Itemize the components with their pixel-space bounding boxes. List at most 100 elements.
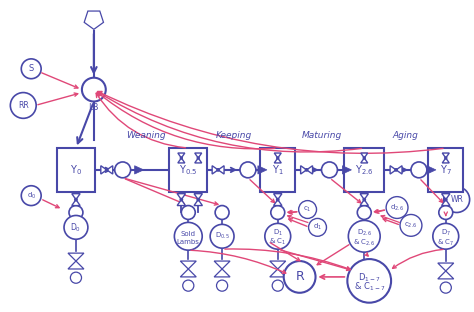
Text: D$_{0.5}$: D$_{0.5}$ — [215, 231, 229, 241]
Circle shape — [115, 162, 131, 178]
Circle shape — [197, 198, 200, 201]
Circle shape — [359, 282, 370, 293]
Text: c$_{2.6}$: c$_{2.6}$ — [404, 221, 418, 230]
Circle shape — [217, 169, 219, 171]
Bar — [260, 148, 295, 192]
Text: Weaning: Weaning — [126, 131, 165, 140]
Polygon shape — [194, 194, 202, 200]
Circle shape — [182, 280, 194, 291]
Circle shape — [215, 206, 229, 219]
Circle shape — [64, 216, 88, 239]
Circle shape — [197, 157, 199, 159]
Polygon shape — [218, 166, 224, 174]
Text: d$_1$: d$_1$ — [313, 222, 322, 232]
Text: d$_{2.6}$: d$_{2.6}$ — [390, 202, 404, 213]
Polygon shape — [84, 11, 103, 29]
Circle shape — [174, 222, 202, 250]
Circle shape — [299, 201, 317, 218]
Text: & C$_{2.6}$: & C$_{2.6}$ — [353, 238, 375, 248]
Polygon shape — [195, 153, 202, 158]
Circle shape — [276, 198, 279, 201]
Circle shape — [400, 214, 422, 236]
Text: Y$_{0.5}$: Y$_{0.5}$ — [179, 163, 198, 177]
Text: RR: RR — [18, 101, 28, 110]
Circle shape — [277, 157, 279, 159]
Circle shape — [21, 186, 41, 206]
Polygon shape — [342, 166, 351, 174]
Polygon shape — [177, 200, 185, 206]
Text: & C$_1$: & C$_1$ — [269, 237, 286, 247]
Polygon shape — [356, 263, 372, 271]
Text: & C$_{1-7}$: & C$_{1-7}$ — [354, 280, 385, 293]
Text: & C$_7$: & C$_7$ — [437, 238, 455, 248]
Text: D$_{1-7}$: D$_{1-7}$ — [358, 272, 381, 284]
Circle shape — [217, 280, 228, 291]
Polygon shape — [270, 261, 286, 269]
Circle shape — [309, 218, 327, 236]
Circle shape — [180, 157, 182, 159]
Text: Y$_0$: Y$_0$ — [70, 163, 82, 177]
Circle shape — [10, 93, 36, 118]
Circle shape — [411, 162, 427, 178]
Circle shape — [305, 169, 308, 171]
Polygon shape — [438, 263, 454, 271]
Text: Keeping: Keeping — [216, 131, 252, 140]
Polygon shape — [361, 153, 368, 158]
Circle shape — [69, 206, 83, 219]
Polygon shape — [427, 166, 436, 174]
Circle shape — [363, 198, 365, 201]
Polygon shape — [135, 166, 144, 174]
Polygon shape — [438, 271, 454, 279]
Circle shape — [357, 206, 371, 219]
Text: Maturing: Maturing — [301, 131, 342, 140]
Text: S: S — [28, 64, 34, 73]
Polygon shape — [107, 166, 113, 174]
Polygon shape — [442, 153, 449, 158]
Polygon shape — [301, 166, 307, 174]
Polygon shape — [442, 194, 450, 200]
Text: D$_0$: D$_0$ — [71, 221, 82, 234]
Text: Lambs: Lambs — [177, 239, 200, 245]
Circle shape — [70, 272, 82, 283]
Polygon shape — [180, 269, 196, 277]
Polygon shape — [356, 271, 372, 279]
Text: Y$_1$: Y$_1$ — [272, 163, 283, 177]
Polygon shape — [72, 200, 80, 206]
Circle shape — [445, 198, 447, 201]
Circle shape — [180, 198, 182, 201]
Text: D$_1$: D$_1$ — [273, 228, 283, 238]
Bar — [428, 148, 463, 192]
Polygon shape — [101, 166, 107, 174]
Text: R: R — [295, 271, 304, 283]
Text: Y$_7$: Y$_7$ — [440, 163, 452, 177]
Circle shape — [284, 261, 316, 293]
Polygon shape — [178, 158, 185, 163]
Polygon shape — [360, 194, 368, 200]
Circle shape — [395, 169, 397, 171]
Text: D$_7$: D$_7$ — [441, 228, 451, 238]
Polygon shape — [68, 261, 84, 269]
Circle shape — [240, 162, 256, 178]
Circle shape — [321, 162, 337, 178]
Text: Sold: Sold — [181, 231, 196, 237]
Text: WR: WR — [450, 195, 463, 204]
Text: d$_0$: d$_0$ — [27, 191, 36, 201]
Bar — [169, 148, 207, 192]
Polygon shape — [442, 200, 450, 206]
Text: Y$_{2.6}$: Y$_{2.6}$ — [355, 163, 374, 177]
Polygon shape — [442, 158, 449, 163]
Circle shape — [21, 59, 41, 79]
Polygon shape — [212, 166, 218, 174]
Polygon shape — [214, 261, 230, 269]
Polygon shape — [178, 153, 185, 158]
Circle shape — [265, 223, 291, 249]
Polygon shape — [273, 194, 282, 200]
Text: Aging: Aging — [392, 131, 418, 140]
Circle shape — [445, 157, 447, 159]
Circle shape — [210, 224, 234, 248]
Polygon shape — [273, 200, 282, 206]
Circle shape — [386, 197, 408, 218]
Polygon shape — [307, 166, 312, 174]
Polygon shape — [258, 166, 267, 174]
Text: c$_1$: c$_1$ — [303, 205, 312, 214]
